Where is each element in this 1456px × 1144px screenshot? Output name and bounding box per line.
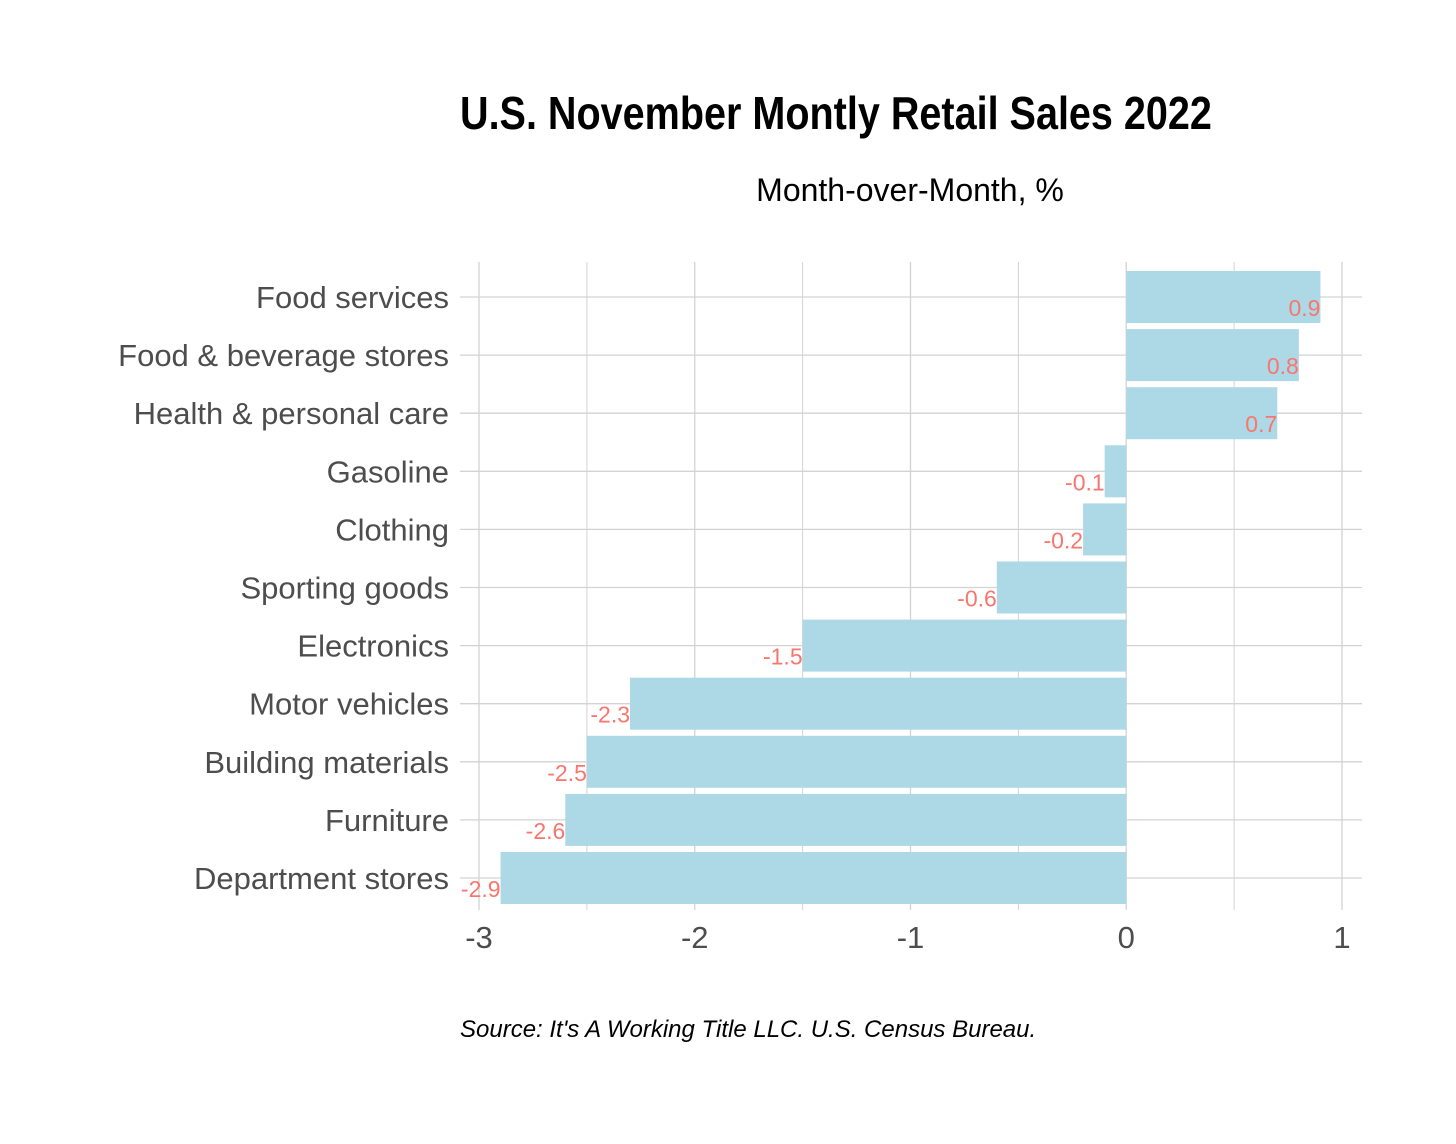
bar-value-label: -2.3 bbox=[590, 702, 630, 728]
chart-title: U.S. November Montly Retail Sales 2022 bbox=[460, 87, 1212, 139]
bar bbox=[565, 793, 1127, 846]
bar-value-label: -2.9 bbox=[461, 876, 501, 902]
bar-value-label: 0.7 bbox=[1245, 411, 1277, 437]
bar bbox=[1126, 329, 1299, 382]
bar-value-label: -2.6 bbox=[526, 818, 566, 844]
bar-value-label: 0.9 bbox=[1288, 295, 1320, 321]
chart-subtitle: Month-over-Month, % bbox=[756, 172, 1064, 208]
bar bbox=[1083, 503, 1127, 556]
bar-value-label: -0.2 bbox=[1043, 527, 1083, 553]
y-tick-label: Furniture bbox=[325, 803, 449, 838]
x-tick-label: 0 bbox=[1118, 920, 1135, 955]
y-tick-label: Clothing bbox=[335, 512, 449, 547]
chart-caption: Source: It's A Working Title LLC. U.S. C… bbox=[460, 1016, 1037, 1043]
y-tick-label: Health & personal care bbox=[134, 396, 449, 431]
y-tick-label: Food & beverage stores bbox=[118, 338, 449, 373]
bar bbox=[500, 852, 1127, 904]
bar-value-label: -1.5 bbox=[763, 644, 803, 670]
bar-value-label: -2.5 bbox=[547, 760, 587, 786]
bar bbox=[1104, 445, 1127, 498]
bar bbox=[802, 619, 1127, 672]
bar bbox=[1126, 271, 1321, 323]
x-tick-label: -3 bbox=[465, 920, 493, 955]
bar bbox=[996, 561, 1127, 614]
bar-value-label: -0.1 bbox=[1065, 469, 1105, 495]
y-tick-label: Motor vehicles bbox=[249, 687, 449, 722]
bar-value-label: -0.6 bbox=[957, 586, 997, 612]
x-tick-label: -1 bbox=[897, 920, 925, 955]
x-tick-label: -2 bbox=[681, 920, 709, 955]
y-tick-label: Sporting goods bbox=[240, 571, 449, 606]
x-tick-label: 1 bbox=[1333, 920, 1350, 955]
bar-value-label: 0.8 bbox=[1267, 353, 1299, 379]
y-tick-label: Department stores bbox=[194, 861, 449, 896]
y-tick-label: Food services bbox=[256, 280, 449, 315]
bar bbox=[630, 677, 1127, 730]
bar bbox=[1126, 387, 1278, 440]
bar bbox=[586, 735, 1127, 788]
y-tick-label: Gasoline bbox=[327, 454, 449, 489]
y-tick-label: Electronics bbox=[297, 629, 449, 664]
y-tick-label: Building materials bbox=[204, 745, 449, 780]
